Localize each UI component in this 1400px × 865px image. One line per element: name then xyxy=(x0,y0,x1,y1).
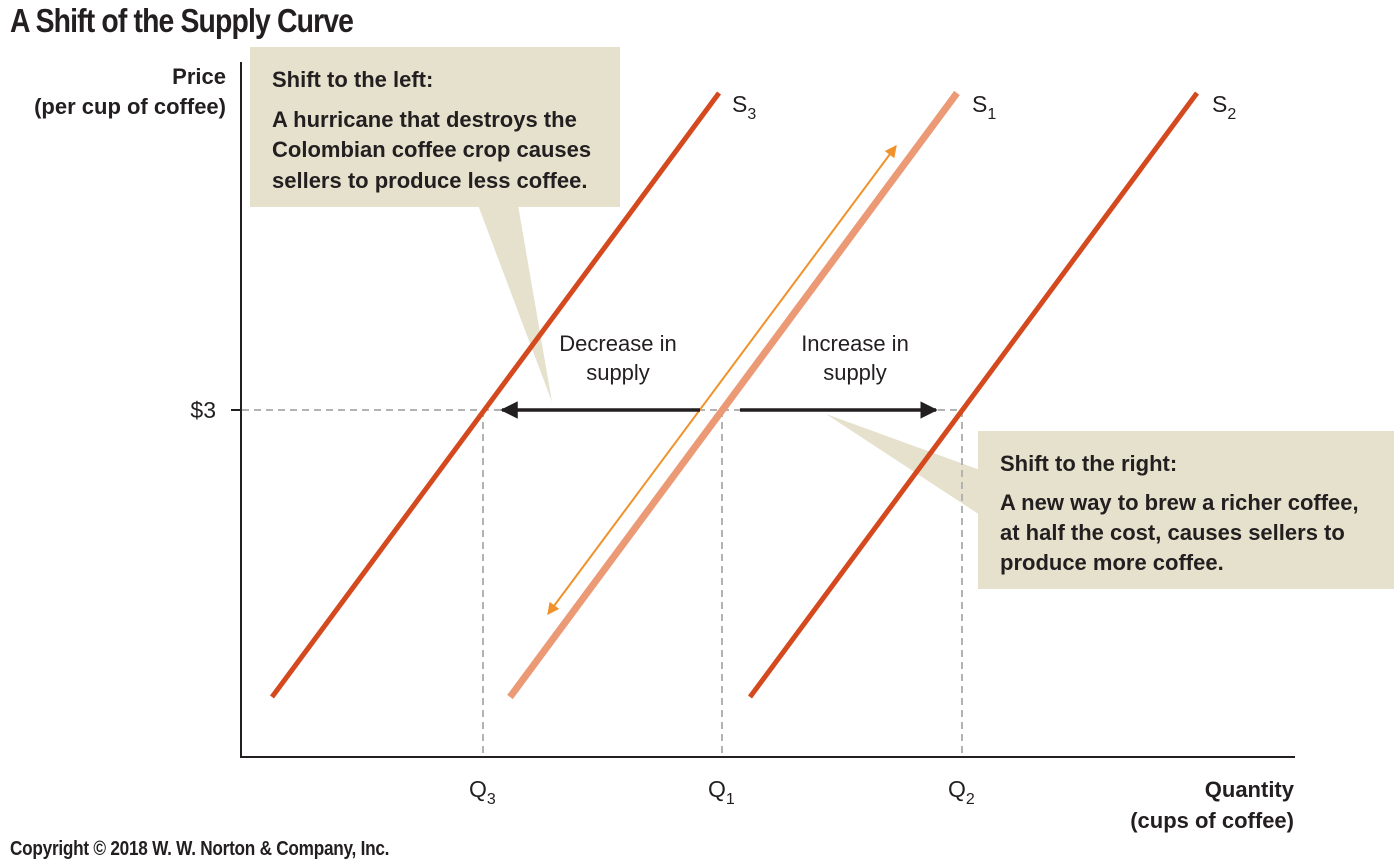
callout-right-line3: produce more coffee. xyxy=(1000,550,1224,575)
callout-left-line2: Colombian coffee crop causes xyxy=(272,137,591,162)
x-tick-label-q3: Q3 xyxy=(469,776,496,808)
curve-label-s2: S2 xyxy=(1212,91,1236,123)
callout-left-line1: A hurricane that destroys the xyxy=(272,107,577,132)
callout-right-box xyxy=(978,431,1394,589)
increase-note-line2: supply xyxy=(823,360,887,385)
callout-right-line1: A new way to brew a richer coffee, xyxy=(1000,490,1359,515)
supply-curve-s2 xyxy=(747,91,1200,699)
x-tick-label-q2: Q2 xyxy=(948,776,975,808)
x-axis-title-line2: (cups of coffee) xyxy=(1130,808,1294,833)
callout-left xyxy=(250,47,620,402)
callout-left-line3: sellers to produce less coffee. xyxy=(272,168,587,193)
y-tick-label-price: $3 xyxy=(190,397,216,423)
x-axis-title-line1: Quantity xyxy=(1205,777,1295,802)
callout-right-heading: Shift to the right: xyxy=(1000,451,1177,476)
guide-lines xyxy=(242,409,963,757)
callout-left-pointer xyxy=(478,205,552,402)
decrease-note-line1: Decrease in xyxy=(559,331,676,356)
x-tick-label-q1: Q1 xyxy=(708,776,735,808)
movement-along-curve-arrow xyxy=(547,145,897,615)
y-axis-title-line2: (per cup of coffee) xyxy=(34,94,226,119)
callout-right-line2: at half the cost, causes sellers to xyxy=(1000,520,1345,545)
curve-label-s3: S3 xyxy=(732,91,756,123)
figure-title: A Shift of the Supply Curve xyxy=(10,2,354,39)
copyright-notice: Copyright © 2018 W. W. Norton & Company,… xyxy=(10,838,390,860)
curve-label-s1: S1 xyxy=(972,91,996,123)
callout-right-pointer xyxy=(826,414,980,515)
callout-left-heading: Shift to the left: xyxy=(272,67,433,92)
increase-note-line1: Increase in xyxy=(801,331,909,356)
callout-right xyxy=(826,414,1394,589)
decrease-note-line2: supply xyxy=(586,360,650,385)
y-axis-title-line1: Price xyxy=(172,64,226,89)
